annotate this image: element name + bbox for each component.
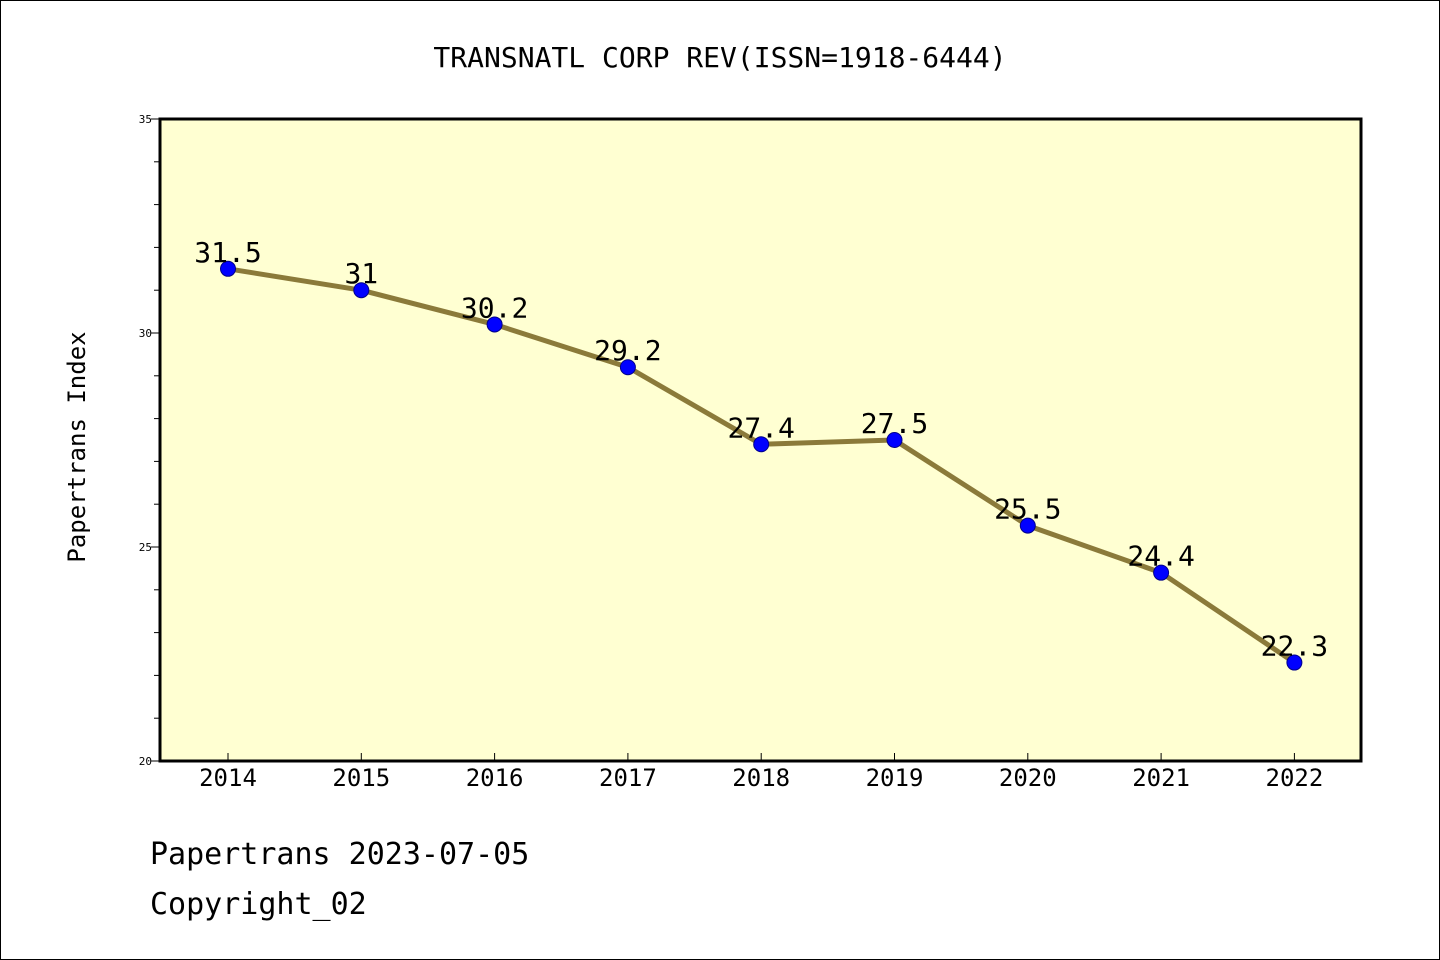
data-label: 27.4 [727, 411, 794, 444]
data-label: 24.4 [1127, 540, 1194, 573]
data-label: 25.5 [994, 493, 1061, 526]
y-tick-label: 35 [139, 113, 152, 126]
data-label: 27.5 [861, 407, 928, 440]
data-label: 30.2 [461, 291, 528, 324]
plot-frame [158, 117, 1363, 763]
y-tick-label: 20 [139, 755, 152, 768]
x-tick-label: 2016 [466, 764, 524, 792]
chart-title: TRANSNATL CORP REV(ISSN=1918-6444) [433, 41, 1006, 74]
y-axis-label: Papertrans Index [63, 331, 91, 562]
data-label: 31.5 [194, 236, 261, 269]
x-axis-ticks: 2014 2015 2016 2017 2018 2019 2020 2021 2022 [199, 753, 1323, 792]
data-labels: 31.5 31 30.2 29.2 27.4 27.5 25.5 24.4 22.3 [194, 236, 1328, 663]
x-tick-label: 2020 [999, 764, 1057, 792]
source-date-note: Papertrans 2023-07-05 [150, 837, 529, 872]
data-label: 29.2 [594, 334, 661, 367]
data-label: 31 [344, 257, 378, 290]
data-point-marker [486, 316, 503, 333]
x-tick-label: 2021 [1132, 764, 1190, 792]
data-point-marker [353, 282, 370, 299]
x-tick-label: 2015 [332, 764, 390, 792]
x-tick-label: 2022 [1266, 764, 1324, 792]
data-point-marker [220, 260, 236, 277]
data-point-marker [1153, 564, 1170, 581]
x-tick-label: 2019 [866, 764, 924, 792]
data-point-marker [619, 359, 636, 376]
y-tick-label: 25 [139, 541, 152, 554]
y-tick-label: 30 [139, 327, 152, 340]
copyright-note: Copyright_02 [150, 887, 367, 922]
series-markers [220, 260, 1303, 671]
data-point-marker [1019, 517, 1036, 534]
data-point-marker [1286, 654, 1303, 671]
x-tick-label: 2018 [732, 764, 790, 792]
data-label: 22.3 [1261, 630, 1328, 663]
data-point-marker [886, 432, 903, 448]
x-tick-label: 2017 [599, 764, 657, 792]
x-tick-label: 2014 [199, 764, 257, 792]
data-point-marker [753, 436, 770, 453]
